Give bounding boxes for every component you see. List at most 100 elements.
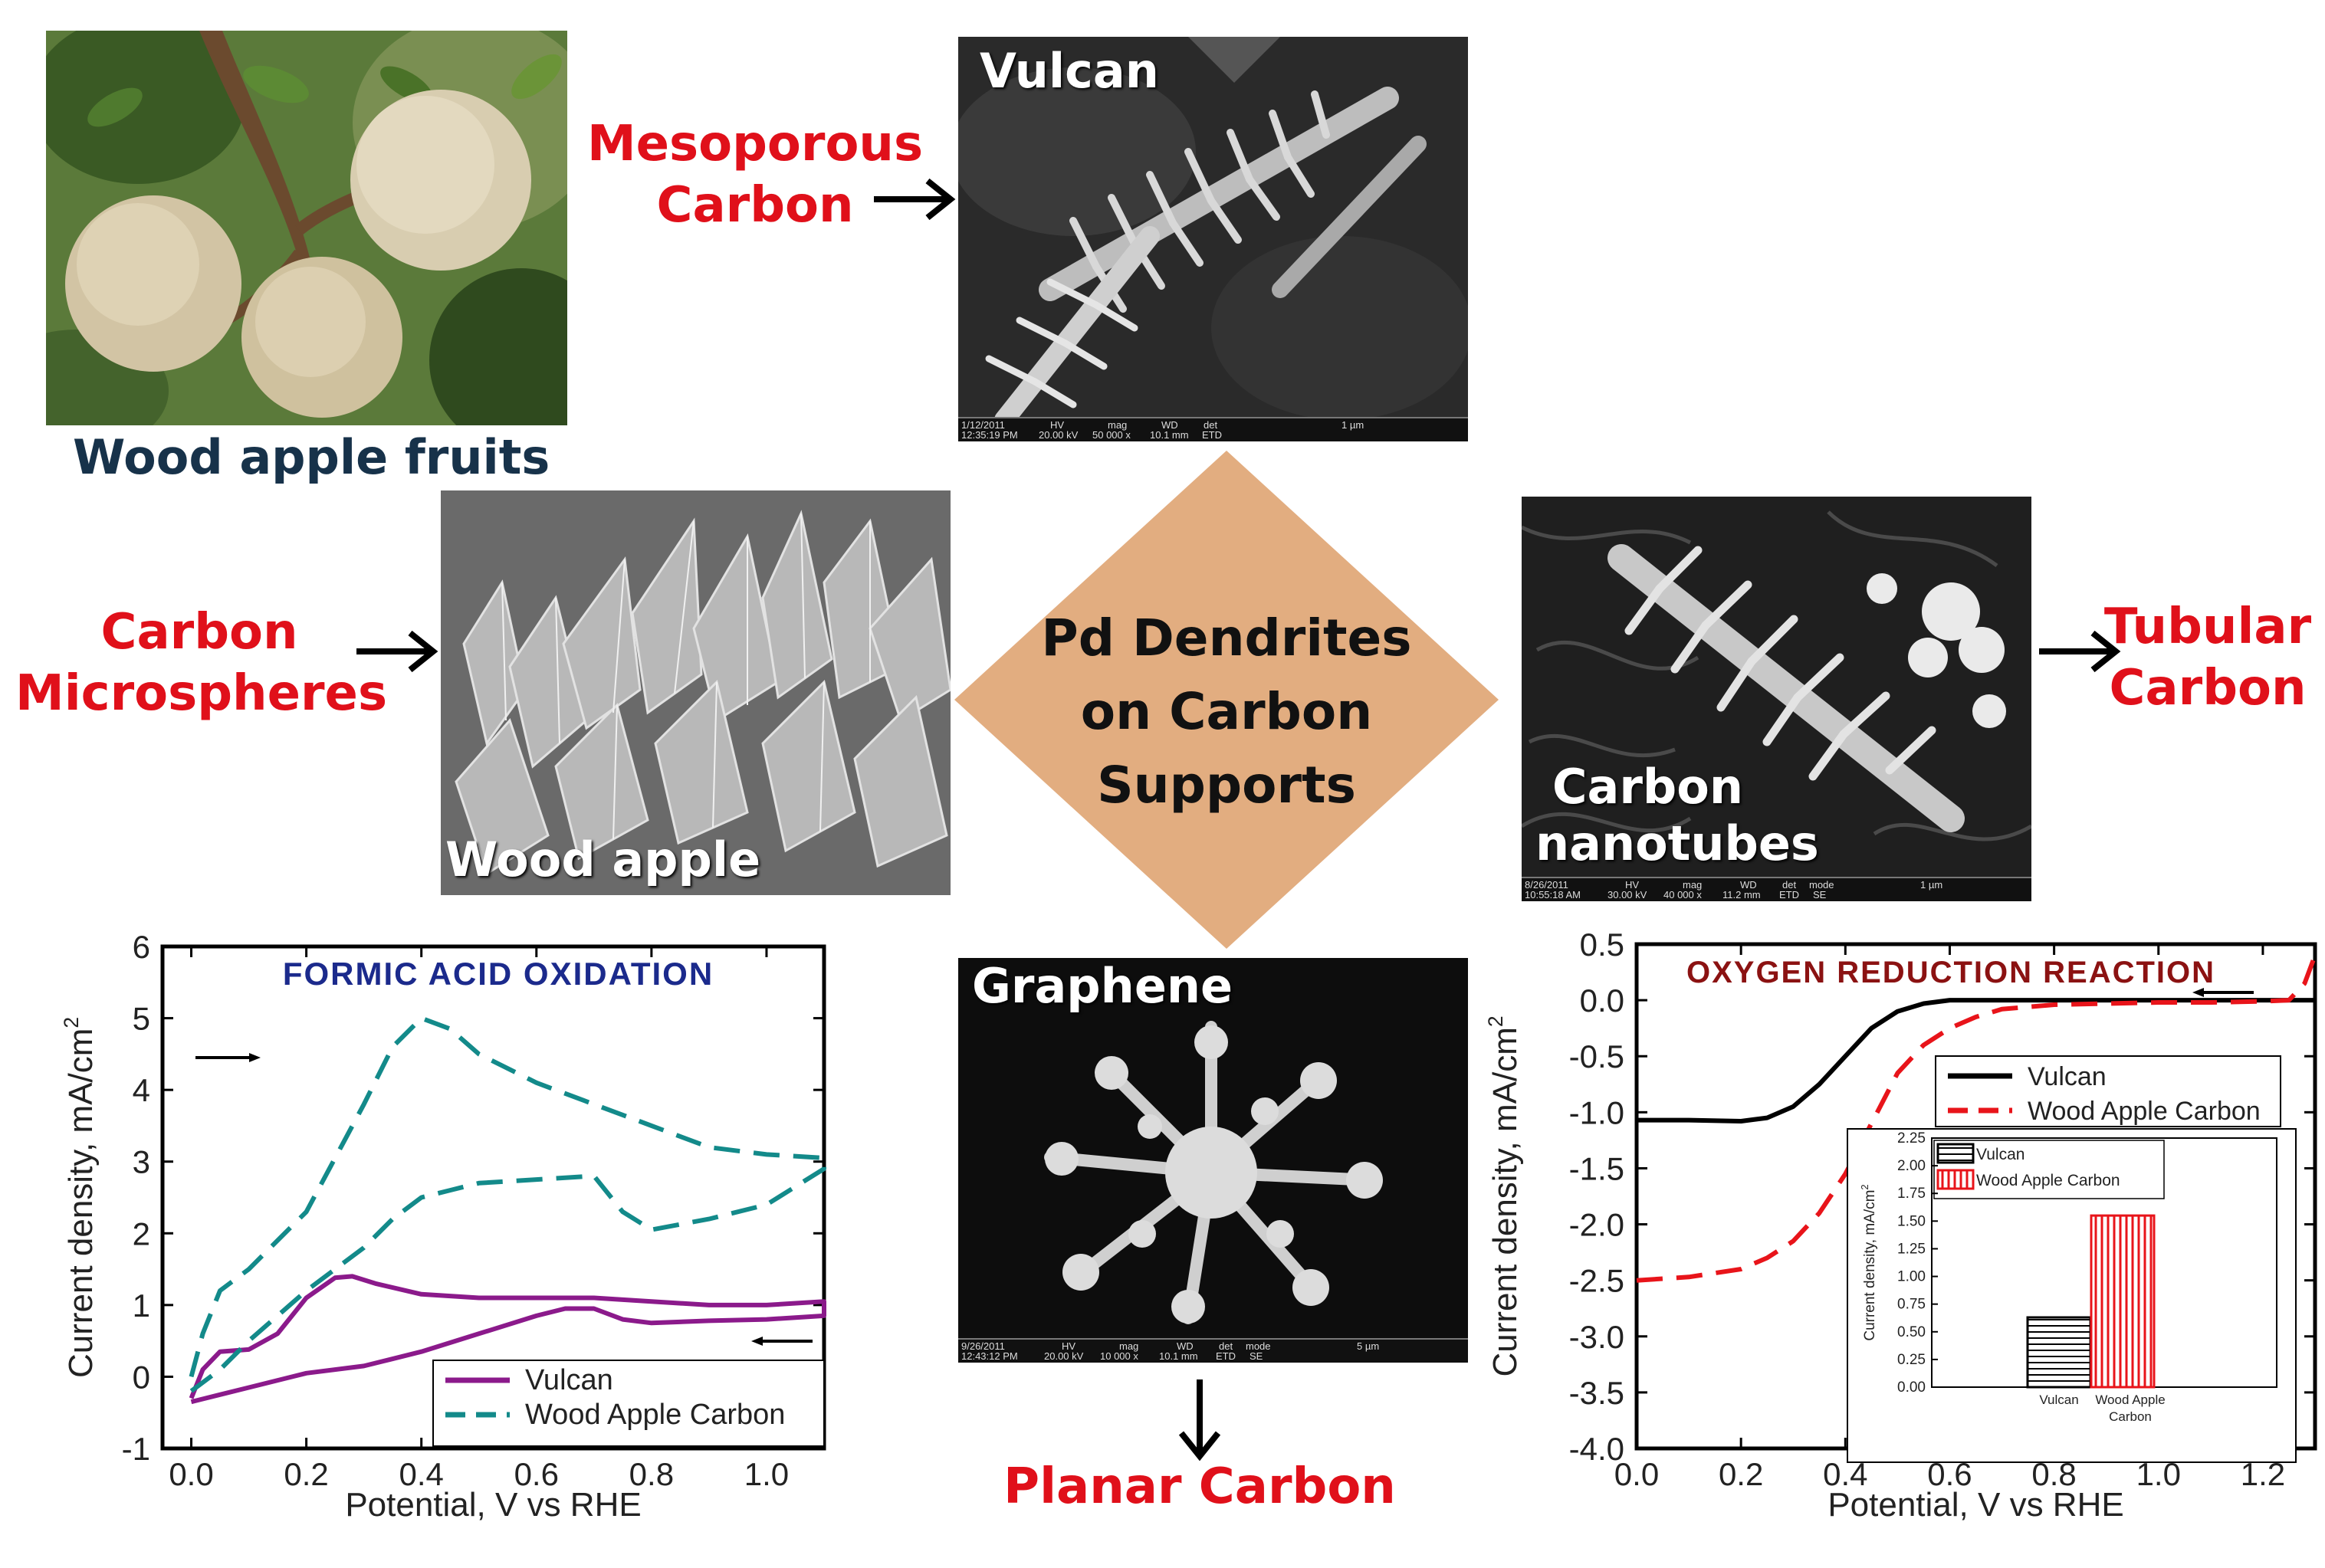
y-tick-label: 6 bbox=[133, 929, 150, 965]
arrow-left-icon bbox=[2192, 988, 2204, 997]
sem-label-wood-apple-carbon: Wood apple carbon bbox=[445, 832, 761, 895]
mesoporous-line-2: Carbon bbox=[656, 177, 854, 234]
sem-bar-text: 10.1 mm bbox=[1150, 429, 1189, 441]
sem-bar-text: 50 000 x bbox=[1092, 429, 1131, 441]
center-title: Pd Dendrites on Carbon Supports bbox=[997, 602, 1456, 822]
sem-info-bar: 9/26/2011 12:43:12 PM HV 20.00 kV mag 10… bbox=[958, 1338, 1468, 1363]
arrow-right-icon bbox=[2039, 630, 2121, 673]
x-tick-label: 0.4 bbox=[399, 1456, 444, 1492]
y-tick-label: 5 bbox=[133, 1001, 150, 1037]
sem-bar-text: 30.00 kV bbox=[1607, 889, 1647, 900]
y-tick-label: -1.5 bbox=[1569, 1150, 1624, 1186]
sem-info-bar: 1/12/2011 12:35:19 PM HV 20.00 kV mag 50… bbox=[958, 417, 1468, 441]
sem-bar-text: mode bbox=[1809, 879, 1834, 891]
sem-bar-text: det bbox=[1782, 879, 1797, 891]
legend-box bbox=[1935, 1055, 2281, 1127]
sem-bar-text: 11.2 mm bbox=[1722, 889, 1761, 900]
center-title-line-1: Pd Dendrites bbox=[1041, 609, 1412, 668]
inset-y-tick-label: 2.00 bbox=[1897, 1158, 1926, 1174]
arrow-left-icon bbox=[751, 1337, 763, 1346]
y-tick-label: -4.0 bbox=[1569, 1431, 1624, 1467]
y-tick-label: 0.0 bbox=[1580, 982, 1624, 1019]
inset-legend-label: Wood Apple Carbon bbox=[1976, 1172, 2120, 1189]
sem-bar-text: 8/26/2011 bbox=[1525, 879, 1568, 891]
formic-acid-oxidation-chart: 0.0 0.2 0.4 0.6 0.8 1.0 -1 0 1 2 3 4 5 6 Potential, V … bbox=[60, 929, 826, 1524]
wood-apple-photo bbox=[46, 31, 567, 425]
inset-y-axis-label-text: Current density, mA/cm bbox=[1862, 1190, 1878, 1341]
inset-y-tick-label: 1.00 bbox=[1897, 1269, 1926, 1285]
sem-bar-text: mag bbox=[1683, 879, 1703, 891]
center-diamond bbox=[954, 451, 1499, 949]
bar-vulcan bbox=[2026, 1316, 2092, 1389]
sem-label-carbon-nanotubes: Carbon nanotubes bbox=[1535, 759, 1819, 872]
inset-y-axis-label: Current density, mA/cm2 bbox=[1859, 1184, 1878, 1340]
mesoporous-line-1: Mesoporous bbox=[586, 116, 924, 172]
sem-bar-text: mode bbox=[1246, 1340, 1271, 1352]
y-tick-label: -1 bbox=[122, 1431, 150, 1467]
y-tick-label: -0.5 bbox=[1569, 1038, 1624, 1074]
x-tick-label: 0.6 bbox=[514, 1456, 559, 1492]
y-axis-label: Current density, mA/cm2 bbox=[1484, 1015, 1524, 1376]
microspheres-line-1: Carbon bbox=[100, 604, 298, 661]
sem-image-graphene: Graphene 9/26/2011 12:43:12 PM HV 20.00 … bbox=[958, 958, 1468, 1363]
sem-bar-text: 9/26/2011 bbox=[961, 1340, 1005, 1352]
x-tick-label: 0.0 bbox=[1614, 1456, 1659, 1492]
x-axis-label: Potential, V vs RHE bbox=[345, 1486, 641, 1524]
y-axis-label: Current density, mA/cm2 bbox=[60, 1017, 100, 1378]
sem-image-wood-apple-carbon: Wood apple carbon bbox=[441, 490, 951, 895]
y-axis-label-text: Current density, mA/cm bbox=[1486, 1027, 1524, 1376]
arrow-down-icon bbox=[1178, 1379, 1221, 1461]
sem-bar-text: det bbox=[1204, 419, 1218, 431]
y-axis-label-text: Current density, mA/cm bbox=[62, 1028, 100, 1378]
cnt-label-line-2: nanotubes bbox=[1535, 815, 1819, 871]
sem-bar-text: 12:35:19 PM bbox=[961, 429, 1018, 441]
inset-legend-box bbox=[1933, 1140, 2165, 1199]
sem-info-bar: 8/26/2011 10:55:18 AM HV 30.00 kV mag 40… bbox=[1522, 877, 2031, 901]
inset-y-tick-label: 1.75 bbox=[1897, 1186, 1926, 1202]
sem-bar-text: 5 µm bbox=[1357, 1340, 1380, 1352]
sem-bar-text: SE bbox=[1250, 1350, 1263, 1362]
sem-bar-text: mag bbox=[1108, 419, 1128, 431]
y-tick-label: 0 bbox=[133, 1359, 150, 1395]
inset-legend-swatch bbox=[1936, 1169, 1975, 1190]
chart-title: FORMIC ACID OXIDATION bbox=[283, 956, 714, 992]
cnt-label-line-1: Carbon bbox=[1552, 759, 1744, 815]
chart-title: OXYGEN REDUCTION REACTION bbox=[1686, 956, 2215, 989]
y-tick-label: -2.5 bbox=[1569, 1263, 1624, 1299]
sem-bar-text: 10 000 x bbox=[1100, 1350, 1138, 1362]
legend-box bbox=[432, 1360, 825, 1447]
inset-y-axis-label-superscript: 2 bbox=[1859, 1184, 1870, 1189]
tubular-carbon-label: Tubular Carbon bbox=[2100, 596, 2315, 719]
sem-bar-text: mag bbox=[1119, 1340, 1139, 1352]
y-tick-label: 1 bbox=[133, 1288, 150, 1324]
sem-bar-text: 12:43:12 PM bbox=[961, 1350, 1018, 1362]
sem-label-vulcan: Vulcan bbox=[980, 43, 1159, 99]
bar-wood-apple-carbon bbox=[2090, 1214, 2156, 1389]
sem-bar-text: HV bbox=[1625, 879, 1640, 891]
planar-carbon-label: Planar Carbon bbox=[1003, 1458, 1396, 1515]
inset-y-tick-label: 1.25 bbox=[1897, 1241, 1926, 1257]
legend-label: Vulcan bbox=[525, 1364, 613, 1396]
sem-bar-text: ETD bbox=[1216, 1350, 1236, 1362]
sem-bar-text: ETD bbox=[1202, 429, 1222, 441]
sem-bar-text: HV bbox=[1062, 1340, 1076, 1352]
sem-bar-text: SE bbox=[1813, 889, 1827, 900]
inset-y-tick-label: 0.75 bbox=[1897, 1297, 1926, 1313]
sem-image-carbon-nanotubes: Carbon nanotubes 8/26/2011 10:55:18 AM H… bbox=[1522, 497, 2031, 901]
series-line-vulcan bbox=[189, 1274, 826, 1405]
sem-bar-text: 1 µm bbox=[1341, 419, 1364, 431]
legend-label: Wood Apple Carbon bbox=[525, 1399, 785, 1431]
y-tick-label: 3 bbox=[133, 1144, 150, 1180]
series-line-wood-apple-carbon bbox=[189, 1015, 826, 1393]
x-tick-label: 0.8 bbox=[629, 1456, 674, 1492]
sem-bar-text: 20.00 kV bbox=[1044, 1350, 1084, 1362]
inset-x-tick-label: Wood Apple bbox=[2095, 1393, 2165, 1407]
x-tick-label: 0.0 bbox=[169, 1456, 213, 1492]
x-tick-label: 1.0 bbox=[744, 1456, 789, 1492]
sem-bar-text: HV bbox=[1050, 419, 1065, 431]
y-tick-label: -1.0 bbox=[1569, 1094, 1624, 1130]
y-tick-label: 0.5 bbox=[1580, 927, 1624, 963]
sem-bar-text: WD bbox=[1740, 879, 1757, 891]
sem-bar-text: 1 µm bbox=[1920, 879, 1943, 891]
arrow-right-icon bbox=[249, 1053, 261, 1062]
